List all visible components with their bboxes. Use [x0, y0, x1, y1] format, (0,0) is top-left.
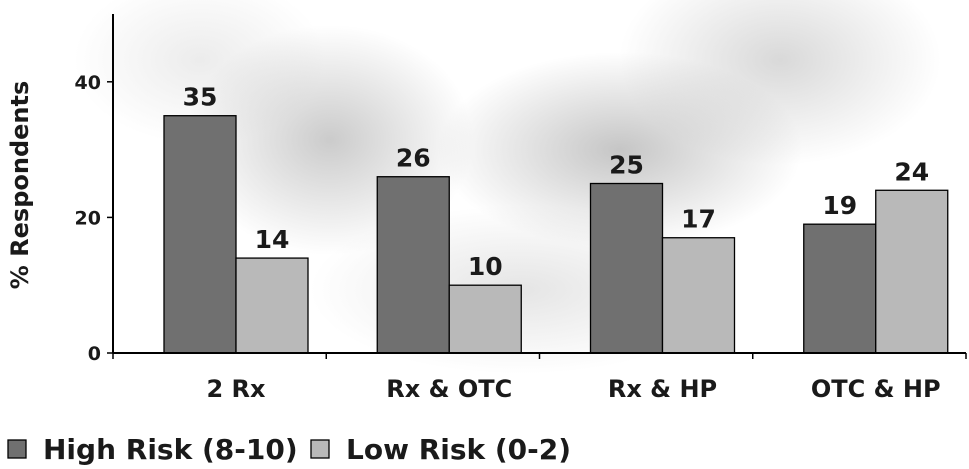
data-label: 26	[396, 144, 431, 173]
category-label: Rx & OTC	[386, 375, 512, 403]
legend-label-low-risk: Low Risk (0-2)	[346, 433, 571, 466]
data-label: 10	[468, 252, 503, 281]
y-tick-label: 40	[75, 72, 101, 94]
category-label: 2 Rx	[206, 375, 266, 403]
y-axis-title: % Respondents	[6, 81, 34, 290]
data-label: 17	[681, 205, 716, 234]
category-label: OTC & HP	[811, 375, 941, 403]
data-label: 35	[183, 83, 218, 112]
data-label: 14	[255, 225, 290, 254]
bar-high-risk-2	[589, 182, 664, 354]
data-label: 24	[894, 157, 929, 186]
bar-low-risk-0	[235, 257, 309, 354]
legend-label-high-risk: High Risk (8-10)	[43, 433, 298, 466]
bar-high-risk-3	[803, 223, 877, 354]
bar-high-risk-1	[376, 176, 450, 354]
category-label: Rx & HP	[608, 375, 717, 403]
bar-low-risk-2	[661, 237, 736, 354]
bar-high-risk-0	[163, 115, 237, 354]
data-label: 19	[822, 191, 857, 220]
legend-swatch-low-risk	[310, 439, 330, 459]
y-tick-label: 0	[88, 343, 101, 365]
bar-low-risk-3	[875, 189, 949, 354]
bar-low-risk-1	[448, 284, 522, 354]
legend-swatch-high-risk	[7, 439, 27, 459]
y-tick-label: 20	[75, 207, 101, 229]
data-label: 25	[609, 151, 644, 180]
